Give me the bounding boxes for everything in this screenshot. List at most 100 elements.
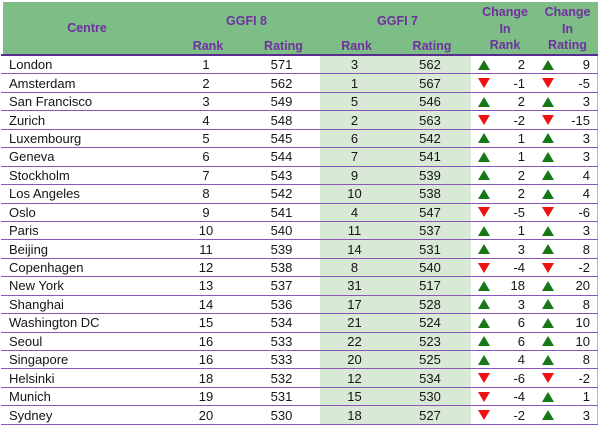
ggfi7-rating-cell: 527 <box>389 406 471 424</box>
change-in-rating-value: -15 <box>571 112 590 128</box>
ggfi8-rating-cell: 538 <box>270 260 293 276</box>
ggfi7-rating-cell: 539 <box>389 166 471 185</box>
header-centre: Centre <box>67 21 107 35</box>
table-row: Oslo 9 541 4 547 -5 -6 <box>1 203 598 222</box>
change-in-rating-cell: 10 <box>535 333 598 350</box>
ggfi8-rating-cell: 533 <box>270 333 293 349</box>
change-in-rating-value: 9 <box>582 57 590 73</box>
ggfi7-rating-cell: 534 <box>389 369 471 387</box>
change-direction-icon <box>478 170 490 181</box>
ggfi8-rank-cell: 9 <box>202 204 210 220</box>
table-row: Amsterdam 2 562 1 567 -1 -5 <box>1 74 598 93</box>
centre-cell: Copenhagen <box>9 260 84 276</box>
ggfi7-rank-cell: 1 <box>320 74 389 92</box>
header-ggfi8-subheaders: Rank Rating <box>171 38 322 54</box>
ggfi7-rank-cell: 20 <box>320 351 389 369</box>
ggfi7-rank-cell: 2 <box>320 111 389 129</box>
change-direction-icon <box>542 373 554 384</box>
ggfi7-rank-cell: 7 <box>320 148 389 166</box>
change-direction-icon <box>478 410 490 421</box>
change-in-rating-value: 8 <box>582 241 590 257</box>
table-row: Geneva 6 544 7 541 1 3 <box>1 148 598 167</box>
table-row: Seoul 16 533 22 523 6 10 <box>1 332 598 351</box>
change-in-rating-cell: 4 <box>535 185 598 202</box>
change-direction-icon <box>542 170 554 181</box>
table-row: Beijing 11 539 14 531 3 8 <box>1 240 598 259</box>
change-direction-icon <box>542 280 554 291</box>
change-in-rank-cell: 3 <box>471 240 535 257</box>
table-row: Sydney 20 530 18 527 -2 3 <box>1 406 598 425</box>
change-in-rank-value: 3 <box>517 296 525 312</box>
header-ggfi8-title: GGFI 8 <box>226 14 267 28</box>
change-in-rank-cell: -2 <box>471 406 535 423</box>
header-rank-word: Rank <box>489 38 521 52</box>
change-in-rating-value: -2 <box>578 260 590 276</box>
change-in-rank-value: -4 <box>513 260 525 276</box>
ggfi7-rank-cell: 22 <box>320 332 389 350</box>
change-in-rating-cell: 8 <box>535 351 598 368</box>
ggfi7-rank-cell: 18 <box>320 406 389 424</box>
change-in-rating-cell: -2 <box>535 259 598 276</box>
centre-cell: Geneva <box>9 149 55 165</box>
header-in-word: In <box>499 21 511 36</box>
change-direction-icon <box>478 96 490 107</box>
change-in-rating-cell: 8 <box>535 240 598 257</box>
change-direction-icon <box>478 280 490 291</box>
change-in-rank-cell: 1 <box>471 148 535 165</box>
centre-cell: Stockholm <box>9 167 70 183</box>
header-ggfi8-rating: Rating <box>264 39 303 53</box>
ggfi8-rank-cell: 10 <box>198 223 214 239</box>
ggfi7-rating-cell: 567 <box>389 74 471 92</box>
header-ggfi7-subheaders: Rank Rating <box>322 38 473 54</box>
header-change-in-rating: Change In Rating <box>537 2 598 54</box>
change-direction-icon <box>542 336 554 347</box>
change-in-rating-cell: 3 <box>535 130 598 147</box>
change-in-rank-value: 4 <box>517 352 525 368</box>
ggfi8-rank-cell: 16 <box>198 352 214 368</box>
ggfi7-rating-cell: 546 <box>389 92 471 111</box>
change-in-rank-cell: 18 <box>471 277 535 294</box>
change-in-rating-value: 10 <box>575 315 590 331</box>
centre-cell: London <box>9 57 53 73</box>
ggfi7-rank-cell: 8 <box>320 258 389 277</box>
table-row: Munich 19 531 15 530 -4 1 <box>1 387 598 407</box>
ggfi7-rank-cell: 10 <box>320 185 389 203</box>
change-in-rating-value: 1 <box>582 389 590 405</box>
change-direction-icon <box>542 207 554 218</box>
change-direction-icon <box>542 410 554 421</box>
change-in-rank-cell: -4 <box>471 259 535 276</box>
change-in-rating-value: 4 <box>582 186 590 202</box>
ggfi7-rank-cell: 12 <box>320 369 389 387</box>
ggfi8-rating-cell: 532 <box>270 370 293 386</box>
change-direction-icon <box>542 244 554 255</box>
change-direction-icon <box>478 207 490 218</box>
table-row: Los Angeles 8 542 10 538 2 4 <box>1 185 598 204</box>
change-in-rating-cell: -5 <box>535 74 598 91</box>
ggfi8-rank-cell: 3 <box>202 94 210 110</box>
change-in-rank-cell: 1 <box>471 130 535 147</box>
ggfi7-rating-cell: 531 <box>389 240 471 258</box>
ggfi8-rank-cell: 11 <box>199 241 213 257</box>
ggfi8-rank-cell: 16 <box>198 333 214 349</box>
change-in-rank-value: 6 <box>517 333 525 349</box>
centre-cell: Seoul <box>9 333 43 349</box>
change-in-rating-cell: 3 <box>535 148 598 165</box>
ggfi7-rating-cell: 538 <box>389 185 471 203</box>
ggfi8-rank-cell: 13 <box>198 278 214 294</box>
ggfi7-rank-cell: 6 <box>320 129 389 148</box>
change-in-rating-value: 3 <box>582 223 590 239</box>
ggfi8-rank-cell: 14 <box>198 296 214 312</box>
ggfi7-rank-cell: 21 <box>320 314 389 332</box>
table-row: Zurich 4 548 2 563 -2 -15 <box>1 111 598 130</box>
ggfi7-rating-cell: 517 <box>389 277 471 295</box>
change-in-rank-cell: -2 <box>471 111 535 128</box>
change-in-rating-value: -6 <box>578 204 590 220</box>
ggfi7-rating-cell: 524 <box>389 314 471 332</box>
ggfi7-rating-cell: 540 <box>389 258 471 277</box>
table-row: Stockholm 7 543 9 539 2 4 <box>1 166 598 186</box>
change-direction-icon <box>542 188 554 199</box>
ggfi8-rating-cell: 545 <box>270 130 293 146</box>
ggfi8-rating-cell: 539 <box>270 241 293 257</box>
change-in-rank-value: 6 <box>517 315 525 331</box>
ggfi7-rank-cell: 31 <box>320 277 389 295</box>
